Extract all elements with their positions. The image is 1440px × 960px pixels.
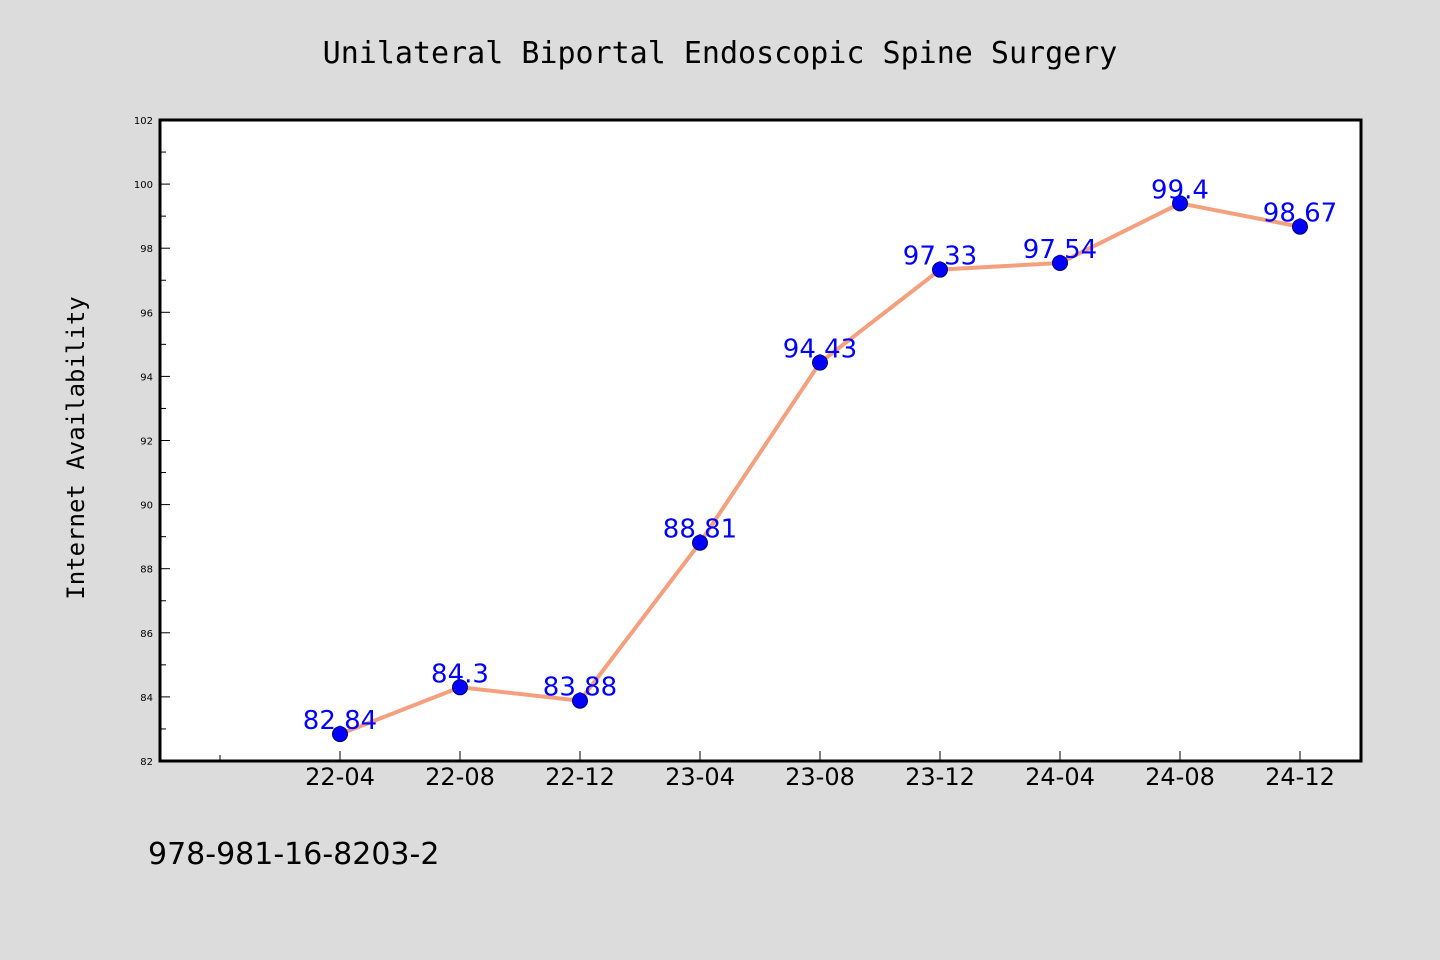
y-tick-label: 102 bbox=[134, 116, 153, 127]
y-tick-label: 82 bbox=[140, 757, 153, 768]
data-point bbox=[692, 534, 708, 551]
data-label: 88.81 bbox=[663, 515, 737, 545]
data-label: 84.3 bbox=[431, 659, 489, 689]
x-tick-label: 22-12 bbox=[545, 763, 615, 791]
data-label: 97.54 bbox=[1023, 235, 1097, 265]
x-tick-label: 22-04 bbox=[305, 763, 375, 791]
x-tick-label: 24-12 bbox=[1265, 763, 1335, 791]
chart-title: Unilateral Biportal Endoscopic Spine Sur… bbox=[323, 36, 1118, 71]
x-tick-label: 23-12 bbox=[905, 763, 975, 791]
data-label: 94.43 bbox=[783, 335, 857, 365]
data-label: 97.33 bbox=[903, 242, 977, 272]
data-point bbox=[572, 692, 588, 709]
data-labels: 82.84 84.3 83.88 88.81 94.43 97.33 97.54 99.4 98… bbox=[303, 175, 1337, 736]
x-tick-label: 23-08 bbox=[785, 763, 855, 791]
y-axis-ticks: 82 84 86 88 90 92 94 96 98 100 102 bbox=[134, 116, 170, 768]
isbn-footer: 978-981-16-8203-2 bbox=[148, 837, 439, 872]
data-point bbox=[452, 679, 468, 696]
data-point bbox=[932, 261, 948, 278]
y-tick-label: 88 bbox=[140, 565, 153, 576]
data-point bbox=[1292, 218, 1308, 235]
data-label: 82.84 bbox=[303, 706, 377, 736]
data-label: 83.88 bbox=[543, 673, 617, 703]
x-tick-label: 22-08 bbox=[425, 763, 495, 791]
y-tick-label: 90 bbox=[140, 501, 153, 512]
y-tick-label: 96 bbox=[140, 308, 153, 319]
plot-area bbox=[158, 118, 1363, 763]
x-tick-label: 24-08 bbox=[1145, 763, 1215, 791]
y-tick-label: 86 bbox=[140, 629, 153, 640]
data-point bbox=[332, 726, 348, 743]
y-tick-label: 98 bbox=[140, 244, 153, 255]
data-point bbox=[1172, 195, 1188, 212]
y-tick-label: 84 bbox=[140, 693, 153, 704]
series-group bbox=[332, 195, 1308, 743]
data-point bbox=[812, 354, 828, 371]
x-tick-label: 23-04 bbox=[665, 763, 735, 791]
data-point bbox=[1052, 254, 1068, 271]
data-label: 98.67 bbox=[1263, 199, 1337, 229]
x-tick-label: 24-04 bbox=[1025, 763, 1095, 791]
x-axis-ticks: 22-04 22-08 22-12 23-04 23-08 23-12 24-04 24-08… bbox=[219, 751, 1335, 791]
y-tick-label: 100 bbox=[134, 180, 153, 191]
y-tick-label: 92 bbox=[140, 437, 153, 448]
data-label: 99.4 bbox=[1151, 175, 1209, 205]
y-tick-label: 94 bbox=[140, 372, 153, 383]
y-axis-label: Internet Availability bbox=[62, 296, 90, 599]
